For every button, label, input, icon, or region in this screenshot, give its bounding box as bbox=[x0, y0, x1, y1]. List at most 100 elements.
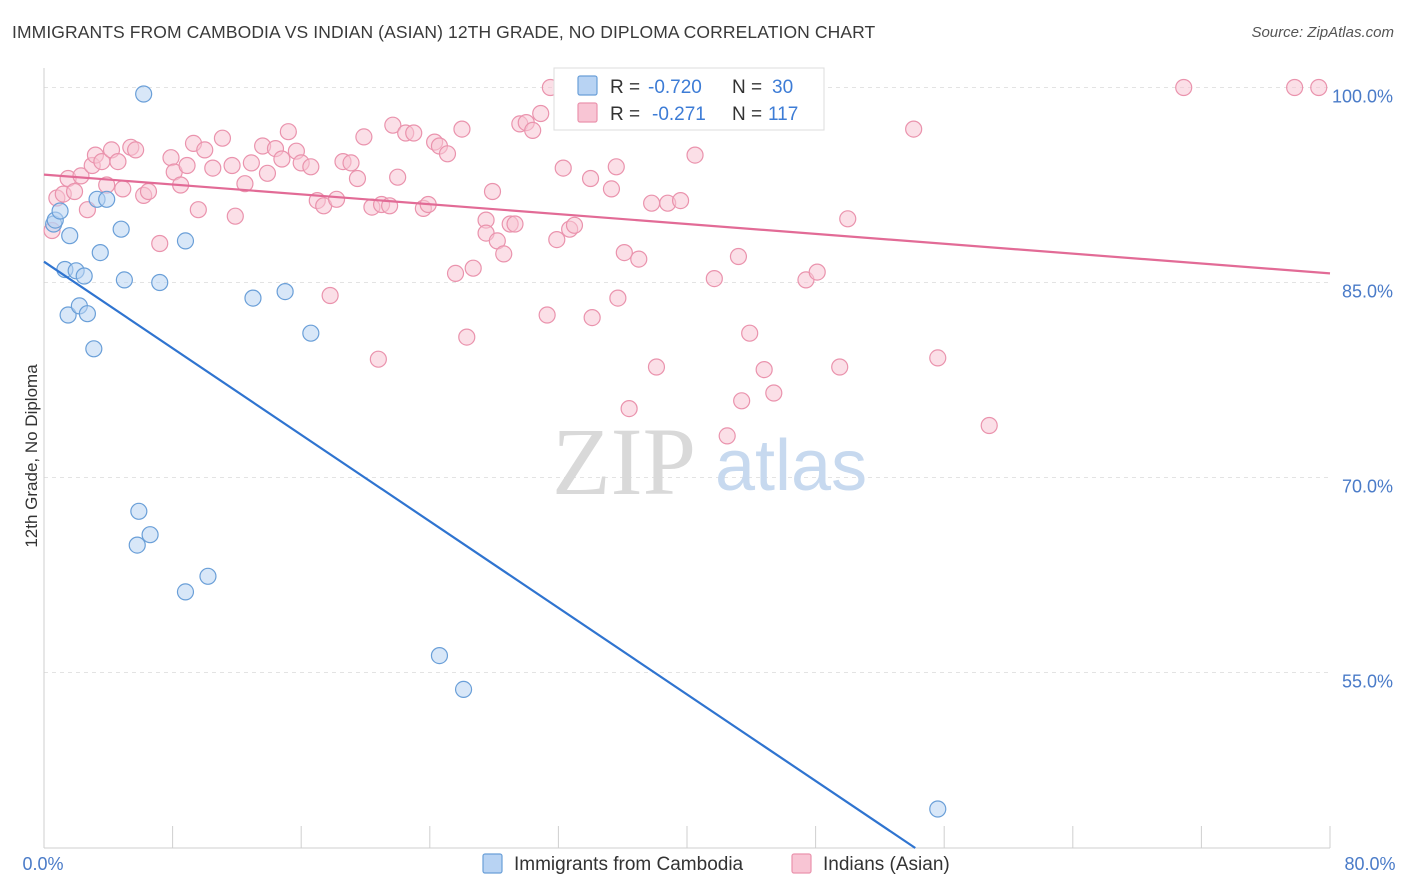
data-point-indians-asian bbox=[458, 328, 476, 346]
data-point-indians-asian bbox=[127, 141, 145, 159]
data-point-indians-asian bbox=[236, 175, 254, 193]
data-point-cambodia bbox=[115, 271, 133, 289]
y-tick-label: 70.0% bbox=[1342, 477, 1393, 497]
data-point-cambodia bbox=[91, 244, 109, 262]
data-point-indians-asian bbox=[213, 129, 232, 147]
x-tick-label-max: 80.0% bbox=[1344, 854, 1395, 874]
data-point-indians-asian bbox=[733, 392, 751, 410]
data-point-indians-asian bbox=[532, 104, 550, 123]
data-point-indians-asian bbox=[302, 158, 320, 176]
data-point-cambodia bbox=[75, 267, 93, 285]
trend-line-indians-asian bbox=[43, 173, 1331, 275]
source-credit: Source: ZipAtlas.com bbox=[1251, 24, 1394, 41]
data-point-indians-asian bbox=[139, 182, 158, 201]
data-point-cambodia bbox=[85, 340, 103, 358]
data-point-indians-asian bbox=[718, 427, 736, 445]
data-point-indians-asian bbox=[538, 306, 556, 324]
legend-r-label-cambodia: R = bbox=[610, 77, 640, 98]
data-point-indians-asian bbox=[369, 350, 387, 368]
x-tick-label-min: 0.0% bbox=[22, 854, 63, 874]
legend-n-label-indian: N = bbox=[732, 104, 762, 125]
data-point-indians-asian bbox=[729, 247, 748, 266]
data-point-indians-asian bbox=[464, 259, 482, 277]
data-point-indians-asian bbox=[808, 263, 826, 281]
data-point-indians-asian bbox=[348, 169, 367, 188]
data-point-indians-asian bbox=[705, 270, 723, 288]
data-point-cambodia bbox=[430, 646, 449, 665]
series-cambodia-points bbox=[45, 85, 947, 818]
legend-box: R = -0.720 N = 30 R = -0.271 N = 117 bbox=[553, 67, 825, 131]
data-point-indians-asian bbox=[671, 192, 690, 210]
data-point-indians-asian bbox=[615, 244, 633, 262]
data-point-indians-asian bbox=[273, 150, 291, 168]
data-point-indians-asian bbox=[602, 180, 621, 198]
data-point-cambodia bbox=[112, 220, 130, 238]
bottom-legend-label-indian: Indians (Asian) bbox=[823, 854, 950, 875]
watermark-atlas: atlas bbox=[715, 426, 867, 506]
series-indians-asian-points bbox=[43, 78, 1328, 445]
data-point-indians-asian bbox=[438, 145, 457, 163]
data-point-indians-asian bbox=[755, 361, 773, 379]
data-point-indians-asian bbox=[196, 141, 214, 159]
y-tick-label: 55.0% bbox=[1342, 672, 1393, 692]
data-point-indians-asian bbox=[189, 201, 207, 219]
watermark: ZIP atlas bbox=[552, 408, 867, 515]
trend-line-cambodia bbox=[43, 260, 916, 849]
legend-r-label-indian: R = bbox=[610, 104, 640, 125]
legend-swatch-cambodia bbox=[577, 75, 598, 96]
data-point-cambodia bbox=[51, 202, 69, 220]
data-point-indians-asian bbox=[929, 349, 947, 367]
data-point-indians-asian bbox=[242, 154, 260, 172]
data-point-indians-asian bbox=[1310, 78, 1328, 97]
y-tick-label: 85.0% bbox=[1342, 282, 1393, 302]
data-point-indians-asian bbox=[643, 194, 661, 212]
data-point-indians-asian bbox=[839, 210, 857, 228]
data-point-indians-asian bbox=[1286, 78, 1304, 97]
data-point-indians-asian bbox=[620, 400, 638, 418]
data-point-cambodia bbox=[151, 273, 169, 292]
chart-title: IMMIGRANTS FROM CAMBODIA VS INDIAN (ASIA… bbox=[12, 22, 876, 42]
data-point-cambodia bbox=[176, 583, 195, 601]
data-point-indians-asian bbox=[630, 250, 648, 268]
data-point-indians-asian bbox=[609, 289, 627, 307]
data-point-indians-asian bbox=[765, 384, 783, 402]
data-point-indians-asian bbox=[226, 207, 244, 225]
data-point-indians-asian bbox=[495, 245, 513, 263]
data-point-cambodia bbox=[128, 536, 146, 554]
legend-r-value-cambodia: -0.720 bbox=[648, 77, 702, 98]
data-point-indians-asian bbox=[686, 146, 704, 164]
gridlines bbox=[44, 87, 1330, 673]
data-point-indians-asian bbox=[565, 216, 584, 234]
data-point-indians-asian bbox=[109, 153, 127, 171]
data-point-indians-asian bbox=[446, 264, 465, 282]
data-point-indians-asian bbox=[204, 159, 222, 177]
data-point-cambodia bbox=[59, 306, 77, 324]
legend-r-value-indian: -0.271 bbox=[652, 104, 706, 125]
data-point-indians-asian bbox=[321, 286, 339, 305]
data-point-indians-asian bbox=[483, 182, 502, 201]
data-point-indians-asian bbox=[178, 156, 196, 175]
bottom-legend: Immigrants from Cambodia Indians (Asian) bbox=[482, 853, 950, 875]
data-point-indians-asian bbox=[581, 169, 600, 188]
data-point-indians-asian bbox=[980, 416, 998, 435]
data-point-indians-asian bbox=[405, 124, 423, 142]
data-point-indians-asian bbox=[384, 116, 402, 134]
data-point-indians-asian bbox=[607, 158, 625, 176]
y-tick-label: 100.0% bbox=[1332, 87, 1393, 107]
data-point-indians-asian bbox=[65, 182, 84, 201]
data-point-cambodia bbox=[78, 305, 97, 323]
data-point-cambodia bbox=[199, 567, 217, 585]
y-tick-labels: 100.0% 85.0% 70.0% 55.0% bbox=[1332, 87, 1393, 692]
legend-n-label-cambodia: N = bbox=[732, 77, 762, 98]
data-point-indians-asian bbox=[453, 120, 471, 138]
data-point-indians-asian bbox=[258, 164, 277, 182]
data-point-indians-asian bbox=[162, 149, 180, 167]
data-point-indians-asian bbox=[342, 154, 360, 172]
bottom-legend-swatch-indian bbox=[791, 853, 812, 874]
data-point-indians-asian bbox=[114, 180, 132, 198]
data-point-indians-asian bbox=[506, 215, 524, 233]
data-point-indians-asian bbox=[554, 159, 572, 177]
x-axis-ticks bbox=[43, 826, 1331, 848]
legend-n-value-indian: 117 bbox=[768, 104, 798, 125]
legend-n-value-cambodia: 30 bbox=[772, 77, 793, 98]
